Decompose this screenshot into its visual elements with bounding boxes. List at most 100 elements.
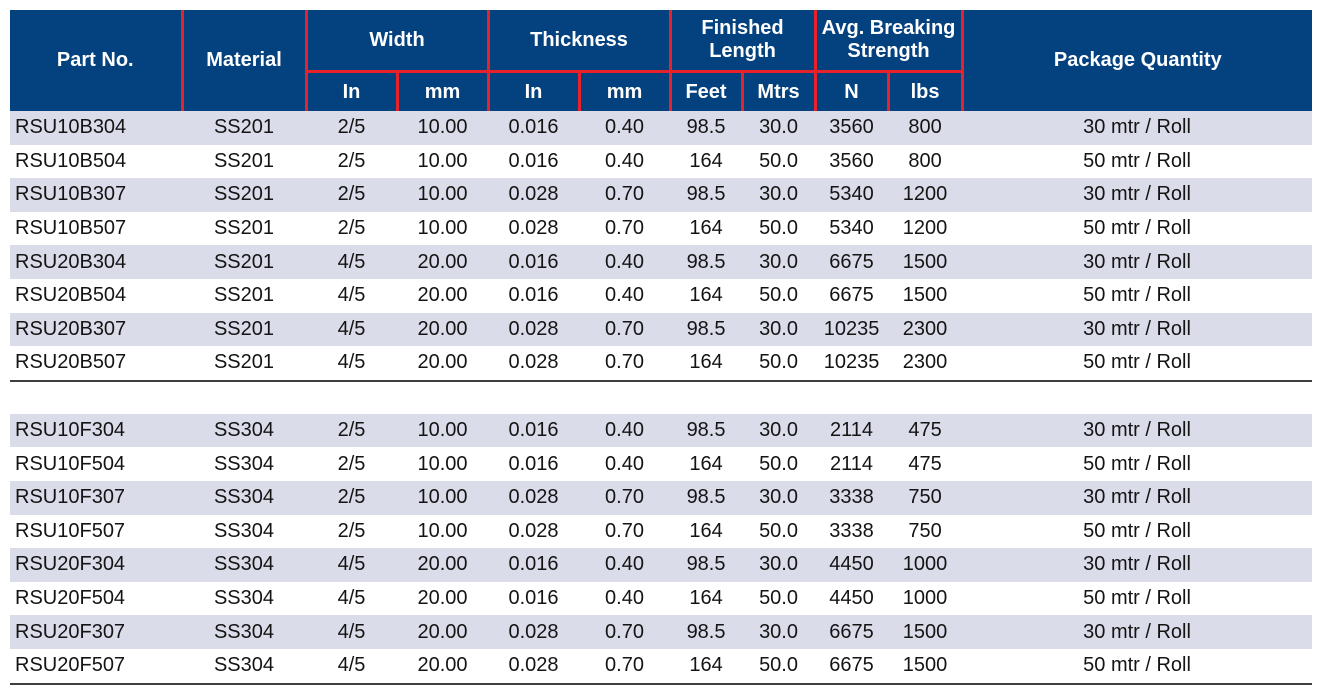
cell-material: SS304 <box>182 581 306 616</box>
table-row: RSU10F507 SS304 2/5 10.00 0.028 0.70 164 50.0 33… <box>10 514 1313 549</box>
table-row: RSU10B304 SS201 2/5 10.00 0.016 0.40 98.5 30.0 3… <box>10 111 1313 145</box>
cell-thickness-mm: 0.40 <box>579 548 671 582</box>
cell-width-in: 2/5 <box>306 514 397 549</box>
cell-length-feet: 98.5 <box>670 111 743 145</box>
cell-part-no: RSU10B507 <box>10 211 182 246</box>
cell-strength-lbs: 1200 <box>888 178 963 212</box>
cell-strength-n: 6675 <box>815 615 889 649</box>
cell-part-no: RSU10F304 <box>10 413 182 448</box>
spec-table: Part No. Material Width Thickness Finish… <box>10 10 1313 685</box>
cell-length-mtrs: 50.0 <box>742 346 816 382</box>
cell-thickness-in: 0.028 <box>488 346 580 382</box>
cell-length-mtrs: 30.0 <box>742 178 816 212</box>
cell-thickness-mm: 0.40 <box>579 581 671 616</box>
cell-length-feet: 98.5 <box>670 245 743 279</box>
cell-length-feet: 164 <box>670 346 743 382</box>
subheader-width-in: In <box>304 71 397 111</box>
cell-package-qty: 50 mtr / Roll <box>962 211 1313 246</box>
cell-thickness-in: 0.016 <box>488 581 580 616</box>
cell-thickness-in: 0.016 <box>488 245 580 279</box>
cell-length-mtrs: 30.0 <box>742 245 816 279</box>
cell-width-mm: 20.00 <box>397 346 489 382</box>
cell-thickness-in: 0.016 <box>488 144 580 179</box>
cell-material: SS201 <box>182 144 306 179</box>
cell-strength-n: 4450 <box>815 581 889 616</box>
cell-strength-lbs: 2300 <box>888 346 963 382</box>
cell-width-mm: 20.00 <box>397 615 489 649</box>
cell-width-in: 4/5 <box>306 548 397 582</box>
cell-width-mm: 20.00 <box>397 581 489 616</box>
cell-package-qty: 30 mtr / Roll <box>962 312 1313 347</box>
cell-thickness-mm: 0.70 <box>579 211 671 246</box>
cell-strength-n: 3560 <box>815 144 889 179</box>
cell-width-mm: 20.00 <box>397 312 489 347</box>
header-thickness: Thickness <box>486 10 671 73</box>
cell-width-in: 4/5 <box>306 278 397 313</box>
subheader-width-mm: mm <box>395 71 489 111</box>
cell-package-qty: 30 mtr / Roll <box>962 480 1313 515</box>
cell-thickness-in: 0.016 <box>488 447 580 481</box>
section-ss304: RSU10F304 SS304 2/5 10.00 0.016 0.40 98.5 30.0 2… <box>10 413 1313 685</box>
cell-width-in: 4/5 <box>306 581 397 616</box>
cell-material: SS304 <box>182 548 306 582</box>
cell-width-mm: 10.00 <box>397 413 489 448</box>
cell-part-no: RSU20B304 <box>10 245 182 279</box>
cell-thickness-in: 0.028 <box>488 514 580 549</box>
cell-strength-n: 3338 <box>815 480 889 515</box>
cell-part-no: RSU10F507 <box>10 514 182 549</box>
cell-thickness-mm: 0.40 <box>579 111 671 145</box>
cell-package-qty: 50 mtr / Roll <box>962 346 1313 382</box>
cell-part-no: RSU20F307 <box>10 615 182 649</box>
cell-strength-n: 2114 <box>815 413 889 448</box>
cell-length-feet: 164 <box>670 211 743 246</box>
cell-thickness-in: 0.028 <box>488 178 580 212</box>
cell-thickness-mm: 0.70 <box>579 514 671 549</box>
cell-package-qty: 50 mtr / Roll <box>962 447 1313 481</box>
cell-strength-lbs: 475 <box>888 447 963 481</box>
cell-material: SS201 <box>182 346 306 382</box>
cell-width-mm: 20.00 <box>397 278 489 313</box>
cell-thickness-mm: 0.70 <box>579 178 671 212</box>
cell-material: SS201 <box>182 178 306 212</box>
cell-package-qty: 30 mtr / Roll <box>962 548 1313 582</box>
header-breaking-strength: Avg. Breaking Strength <box>813 10 963 73</box>
cell-strength-n: 3338 <box>815 514 889 549</box>
cell-strength-lbs: 1000 <box>888 581 963 616</box>
cell-length-feet: 164 <box>670 447 743 481</box>
cell-strength-lbs: 1000 <box>888 548 963 582</box>
header-width: Width <box>304 10 489 73</box>
table-row: RSU10F304 SS304 2/5 10.00 0.016 0.40 98.5 30.0 2… <box>10 413 1313 448</box>
cell-thickness-mm: 0.70 <box>579 312 671 347</box>
cell-package-qty: 30 mtr / Roll <box>962 111 1313 145</box>
cell-strength-lbs: 800 <box>888 111 963 145</box>
cell-strength-n: 5340 <box>815 178 889 212</box>
cell-strength-n: 10235 <box>815 346 889 382</box>
cell-length-mtrs: 50.0 <box>742 278 816 313</box>
cell-strength-n: 6675 <box>815 245 889 279</box>
cell-material: SS304 <box>182 615 306 649</box>
cell-thickness-mm: 0.40 <box>579 447 671 481</box>
cell-strength-lbs: 750 <box>888 514 963 549</box>
cell-length-feet: 98.5 <box>670 480 743 515</box>
cell-material: SS201 <box>182 111 306 145</box>
cell-length-mtrs: 50.0 <box>742 447 816 481</box>
cell-width-mm: 20.00 <box>397 648 489 685</box>
cell-length-mtrs: 50.0 <box>742 514 816 549</box>
cell-width-in: 2/5 <box>306 447 397 481</box>
cell-package-qty: 30 mtr / Roll <box>962 178 1313 212</box>
cell-width-in: 2/5 <box>306 413 397 448</box>
cell-width-in: 4/5 <box>306 245 397 279</box>
cell-strength-lbs: 750 <box>888 480 963 515</box>
cell-part-no: RSU20F507 <box>10 648 182 685</box>
cell-width-mm: 10.00 <box>397 178 489 212</box>
cell-package-qty: 50 mtr / Roll <box>962 144 1313 179</box>
cell-thickness-in: 0.028 <box>488 615 580 649</box>
cell-material: SS304 <box>182 413 306 448</box>
cell-strength-lbs: 1500 <box>888 615 963 649</box>
cell-width-in: 2/5 <box>306 144 397 179</box>
cell-width-mm: 10.00 <box>397 480 489 515</box>
cell-package-qty: 30 mtr / Roll <box>962 615 1313 649</box>
cell-width-in: 4/5 <box>306 346 397 382</box>
header-package-quantity: Package Quantity <box>960 10 1313 111</box>
